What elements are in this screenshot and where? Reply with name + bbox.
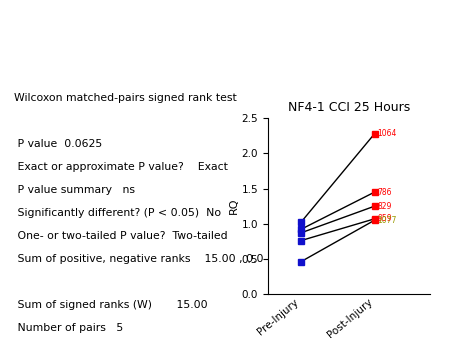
Text: 1077: 1077 <box>378 216 397 225</box>
Text: 1064: 1064 <box>378 129 397 138</box>
Text: Wilcoxon matched-pairs signed rank test: Wilcoxon matched-pairs signed rank test <box>14 93 236 103</box>
Text: Sum of positive, negative ranks    15.00 , 0.0: Sum of positive, negative ranks 15.00 , … <box>14 254 263 264</box>
Text: 786: 786 <box>378 188 392 197</box>
Text: Number of pairs   5: Number of pairs 5 <box>14 323 123 333</box>
Text: Significantly different? (P < 0.05)  No: Significantly different? (P < 0.05) No <box>14 208 220 218</box>
Y-axis label: RQ: RQ <box>229 198 238 214</box>
Text: Exact or approximate P value?    Exact: Exact or approximate P value? Exact <box>14 162 227 172</box>
Text: One- or two-tailed P value?  Two-tailed: One- or two-tailed P value? Two-tailed <box>14 231 227 241</box>
Text: P value summary   ns: P value summary ns <box>14 185 135 195</box>
Title: NF4-1 CCI 25 Hours: NF4-1 CCI 25 Hours <box>288 101 410 114</box>
Text: P value  0.0625: P value 0.0625 <box>14 139 102 149</box>
Text: 829: 829 <box>378 202 392 211</box>
Text: Sum of signed ranks (W)       15.00: Sum of signed ranks (W) 15.00 <box>14 300 207 310</box>
Text: 959: 959 <box>378 214 392 223</box>
